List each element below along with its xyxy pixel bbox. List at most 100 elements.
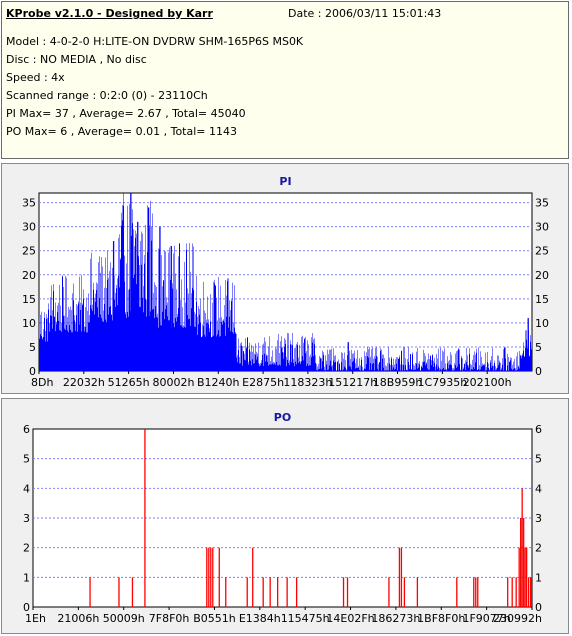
series-bar [243,351,244,371]
series-bar [52,328,53,371]
series-bar [132,209,133,371]
series-bar [43,329,44,371]
series-bar [324,366,325,371]
series-bar [110,306,111,371]
series-spike [252,547,254,607]
series-bar [492,347,493,371]
series-bar [261,360,262,371]
series-bar [95,301,96,371]
series-bar [150,311,151,371]
series-bar [354,358,355,371]
series-bar [150,200,151,371]
series-bar [501,367,502,371]
series-bar [145,224,146,371]
series-bar [177,317,178,371]
series-bar [379,362,380,371]
series-bar [76,315,77,371]
series-bar [133,229,134,371]
y-tick-label-right: 25 [535,245,549,258]
series-bar [408,347,409,371]
series-spike [456,577,458,607]
series-bar [66,324,67,371]
series-bar [264,353,265,371]
series-spike [269,577,271,607]
series-bar [50,315,51,371]
series-bar [98,317,99,371]
series-bar [245,338,246,371]
series-bar [142,297,143,371]
series-bar [501,369,502,371]
series-bar [269,336,270,371]
series-bar [65,275,66,371]
series-spike [131,577,134,607]
series-bar [332,365,333,371]
series-bar [507,353,508,371]
series-bar [196,301,197,371]
series-bar [458,349,459,371]
series-bar [116,284,117,371]
series-bar [154,282,155,371]
series-bar [118,275,119,371]
y-tick-label-right: 15 [535,293,549,306]
series-bar [257,356,258,371]
series-bar [436,364,437,371]
series-bar [139,306,140,371]
series-bar [227,281,228,371]
series-bar [505,358,506,371]
series-bar [211,337,212,371]
series-spike [112,241,115,371]
series-bar [242,365,243,371]
series-bar [233,322,234,371]
series-bar [106,322,107,371]
series-bar [519,368,520,371]
series-bar [380,351,381,371]
series-bar [444,369,445,371]
series-bar [131,235,132,371]
series-bar [525,347,526,371]
series-bar [356,368,357,371]
series-bar [174,245,175,371]
series-spike [212,547,214,607]
series-bar [237,362,238,371]
series-bar [298,357,299,371]
y-tick-label-right: 35 [535,197,549,210]
series-bar [339,363,340,371]
series-bar [211,337,212,371]
series-spike [208,547,210,607]
series-bar [226,316,227,371]
series-bar [419,364,420,371]
disc-info: Disc : NO MEDIA , No disc [6,53,147,66]
series-bar [374,356,375,371]
series-bar [527,348,528,371]
series-bar [202,324,203,371]
series-bar [491,367,492,371]
series-bar [323,355,324,371]
series-bar [481,356,482,371]
series-bar [209,331,210,371]
series-bar [491,355,492,371]
series-bar [143,286,144,371]
series-bar [190,325,191,371]
series-bar [337,361,338,371]
series-bar [511,357,512,371]
series-bar [477,369,478,371]
series-bar [108,314,109,371]
series-bar [440,347,441,371]
series-bar [223,320,224,371]
series-bar [184,261,185,371]
series-bar [313,339,314,371]
series-bar [424,361,425,371]
series-bar [77,305,78,371]
series-spike [123,255,125,371]
series-bar [274,362,275,371]
series-spike [170,245,172,371]
series-bar [64,315,65,371]
series-bar [450,352,451,371]
series-bar [68,306,69,371]
series-bar [57,312,58,371]
series-bar [268,365,269,371]
series-bar [292,332,293,371]
series-bar [497,355,498,371]
series-bar [178,308,179,371]
series-bar [133,278,134,371]
